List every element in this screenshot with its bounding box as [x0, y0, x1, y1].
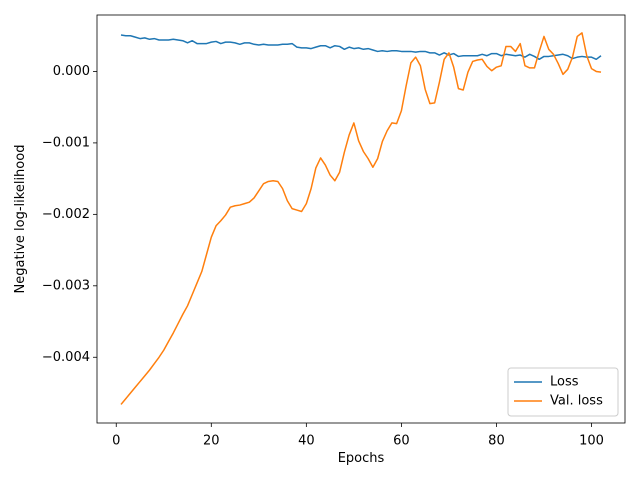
x-tick-label: 20 [203, 434, 220, 449]
y-tick-label: 0.000 [53, 64, 90, 79]
legend-box [507, 367, 619, 417]
axes-frame [96, 14, 626, 424]
legend-label: Val. loss [550, 394, 603, 409]
y-tick-label: −0.004 [42, 350, 90, 365]
data-line [120, 32, 602, 405]
data-line [120, 34, 602, 61]
y-tick-label: −0.002 [42, 207, 90, 222]
x-tick-label: 40 [298, 434, 315, 449]
y-tick-label: −0.001 [42, 135, 90, 150]
x-tick-label: 60 [393, 434, 410, 449]
y-axis-label: Negative log-likelihood [13, 145, 28, 294]
x-tick-label: 0 [112, 434, 120, 449]
legend-label: Loss [550, 375, 579, 390]
x-tick-label: 100 [579, 434, 604, 449]
y-tick-label: −0.003 [42, 278, 90, 293]
x-tick-label: 80 [488, 434, 505, 449]
x-axis-label: Epochs [338, 451, 385, 466]
